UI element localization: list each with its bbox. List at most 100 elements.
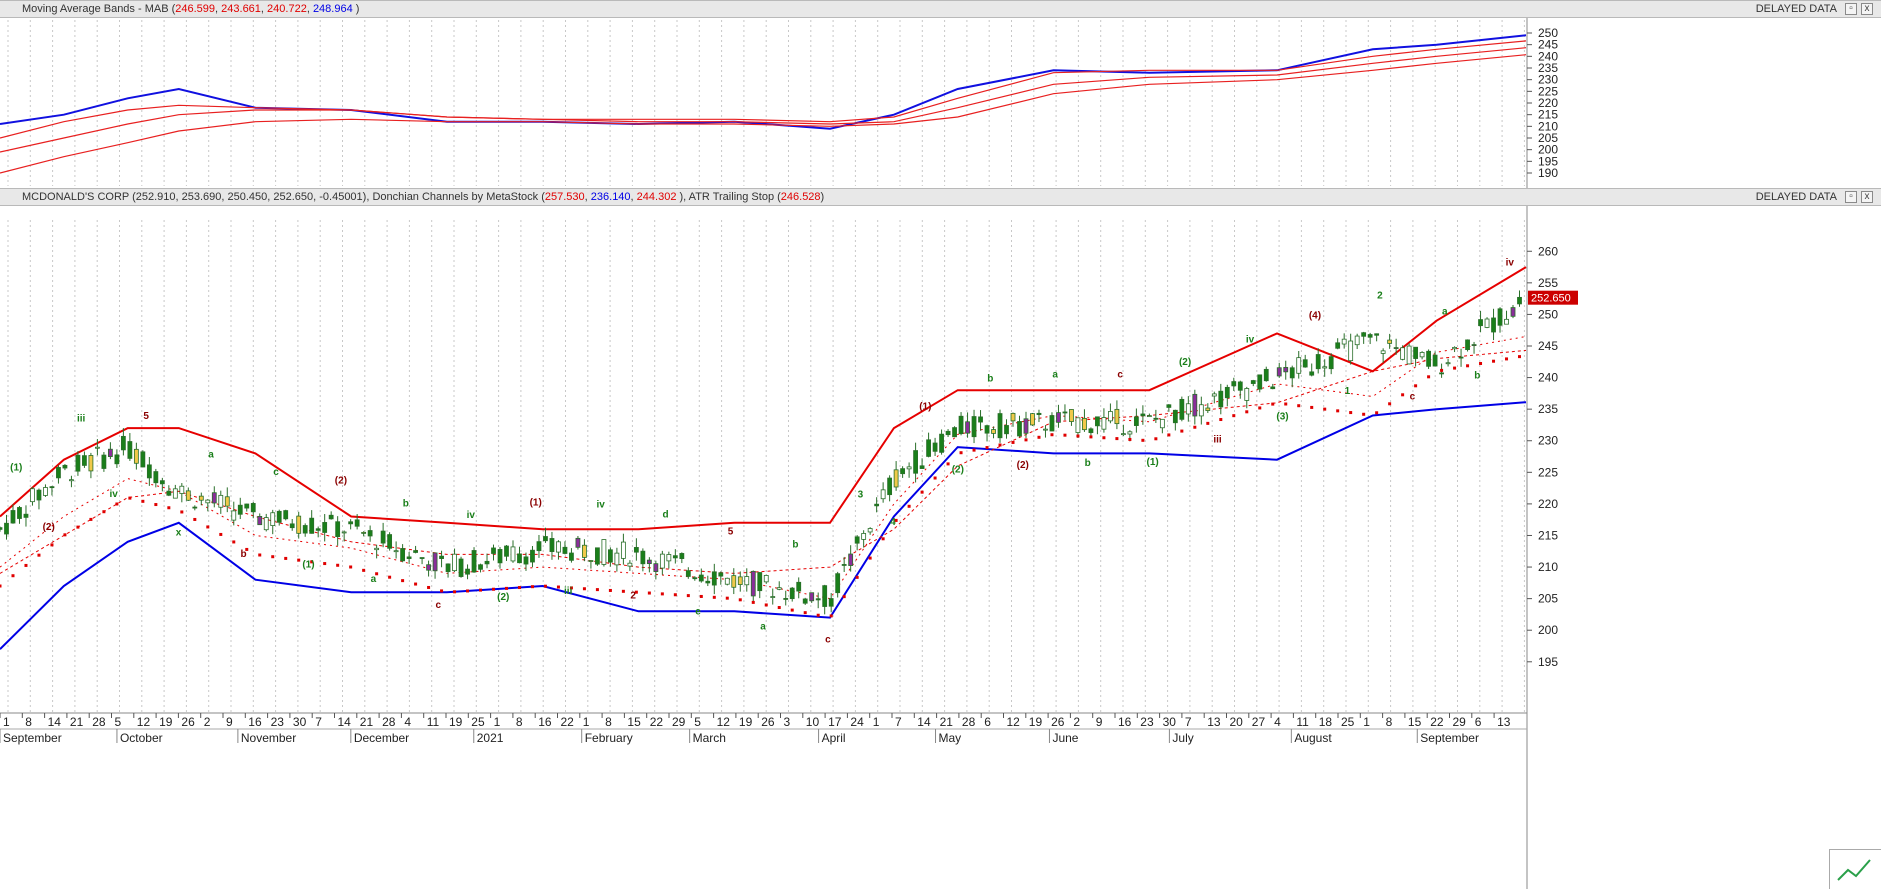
- atr-dot: [1349, 411, 1353, 415]
- candle-body: [640, 550, 646, 565]
- candle-body: [120, 435, 126, 451]
- y-tick-label: 205: [1538, 131, 1558, 145]
- close-button[interactable]: x: [1861, 3, 1873, 15]
- candle-body: [1341, 338, 1347, 345]
- mab-title: Moving Average Bands - MAB (246.599, 243…: [22, 3, 360, 15]
- candle-body: [783, 598, 789, 600]
- atr-dot: [816, 613, 820, 617]
- series-line: [0, 40, 1527, 139]
- candle-body: [1179, 398, 1185, 420]
- candle-body: [1140, 413, 1146, 417]
- atr-dots: [0, 355, 1522, 618]
- candle-body: [887, 477, 893, 496]
- dc-value-2: 236.140: [590, 191, 631, 203]
- candle-body: [1192, 393, 1198, 417]
- atr-dot: [1037, 435, 1041, 439]
- candle-body: [335, 521, 341, 538]
- candle-body: [1244, 388, 1250, 401]
- x-tick-label: 30: [1163, 715, 1177, 729]
- candle-body: [1101, 417, 1107, 430]
- candle-body: [939, 433, 944, 453]
- x-tick-label: 7: [315, 715, 322, 729]
- atr-dot: [725, 596, 729, 600]
- atr-dot: [1141, 438, 1145, 442]
- x-tick-label: 27: [1252, 715, 1266, 729]
- atr-dot: [466, 589, 470, 593]
- atr-dot: [505, 586, 509, 590]
- candle-body: [1484, 318, 1490, 328]
- candle-body: [770, 596, 776, 598]
- candle-body: [393, 550, 399, 553]
- candle-body: [10, 510, 16, 524]
- candle-body: [601, 539, 607, 565]
- candle-body: [432, 552, 438, 572]
- atr-dot: [115, 502, 119, 506]
- wave-label: b: [240, 549, 246, 560]
- candle-body: [172, 488, 178, 499]
- candle-body: [1387, 339, 1393, 344]
- atr-dot: [1427, 375, 1431, 379]
- wave-label: c: [1117, 370, 1123, 381]
- restore-button[interactable]: ▫: [1845, 3, 1857, 15]
- mab-value-2: 243.661: [221, 3, 261, 15]
- candle-body: [1010, 412, 1016, 422]
- candle-body: [198, 495, 204, 501]
- atr-dot: [1063, 433, 1067, 437]
- y-tick-label: 250: [1538, 26, 1558, 40]
- candle-body: [133, 448, 139, 464]
- candle-body: [166, 490, 172, 496]
- atr-dot: [154, 503, 158, 507]
- wave-label: (2): [497, 592, 509, 603]
- restore-button-2[interactable]: ▫: [1845, 191, 1857, 203]
- y-tick-label: 245: [1538, 339, 1558, 353]
- wave-label: (1): [530, 497, 542, 508]
- atr-dot: [401, 579, 405, 583]
- candle-body: [1062, 411, 1068, 414]
- candle-body: [146, 464, 152, 479]
- candle-body: [1322, 366, 1328, 369]
- atr-dot: [998, 443, 1002, 447]
- candle-body: [789, 587, 795, 600]
- grid: [7, 220, 1525, 712]
- x-tick-label: 14: [917, 715, 931, 729]
- candle-body: [991, 429, 996, 434]
- candle-body: [932, 442, 938, 452]
- atr-dot: [1297, 404, 1301, 408]
- atr-dot: [634, 590, 638, 594]
- atr-dot: [738, 598, 742, 602]
- candle-body: [653, 563, 659, 572]
- candle-body: [244, 503, 250, 509]
- candle-body: [828, 598, 834, 607]
- candle-body: [679, 553, 685, 559]
- atr-dot: [167, 506, 171, 510]
- candle-body: [43, 487, 48, 496]
- y-tick-label: 235: [1538, 402, 1558, 416]
- x-tick-label: 16: [248, 715, 262, 729]
- x-tick-label: 7: [1185, 715, 1192, 729]
- candle-body: [1030, 413, 1035, 426]
- atr-dot: [128, 496, 132, 500]
- month-label: September: [1420, 731, 1479, 745]
- candle-body: [880, 489, 886, 500]
- candle-body: [1419, 352, 1425, 358]
- x-tick-label: 1: [494, 715, 501, 729]
- candle-body: [1205, 407, 1211, 411]
- atr-dot: [1362, 412, 1366, 416]
- atr-dot: [1284, 402, 1288, 406]
- wave-label: 2: [630, 590, 636, 601]
- candle-body: [224, 496, 230, 507]
- candle-body: [1432, 354, 1438, 367]
- series-line: [0, 47, 1527, 153]
- candle-body: [945, 430, 951, 436]
- close-button-2[interactable]: x: [1861, 191, 1873, 203]
- atr-dot: [453, 590, 457, 594]
- y-tick-label: 220: [1538, 96, 1558, 110]
- candle-body: [127, 441, 133, 459]
- x-tick-label: 13: [1207, 715, 1221, 729]
- y-tick-label: 235: [1538, 61, 1558, 75]
- x-tick-label: 28: [92, 715, 106, 729]
- atr-dot: [959, 451, 963, 455]
- wave-label: 4: [890, 517, 896, 528]
- candle-body: [750, 570, 756, 597]
- x-tick-label: 15: [627, 715, 641, 729]
